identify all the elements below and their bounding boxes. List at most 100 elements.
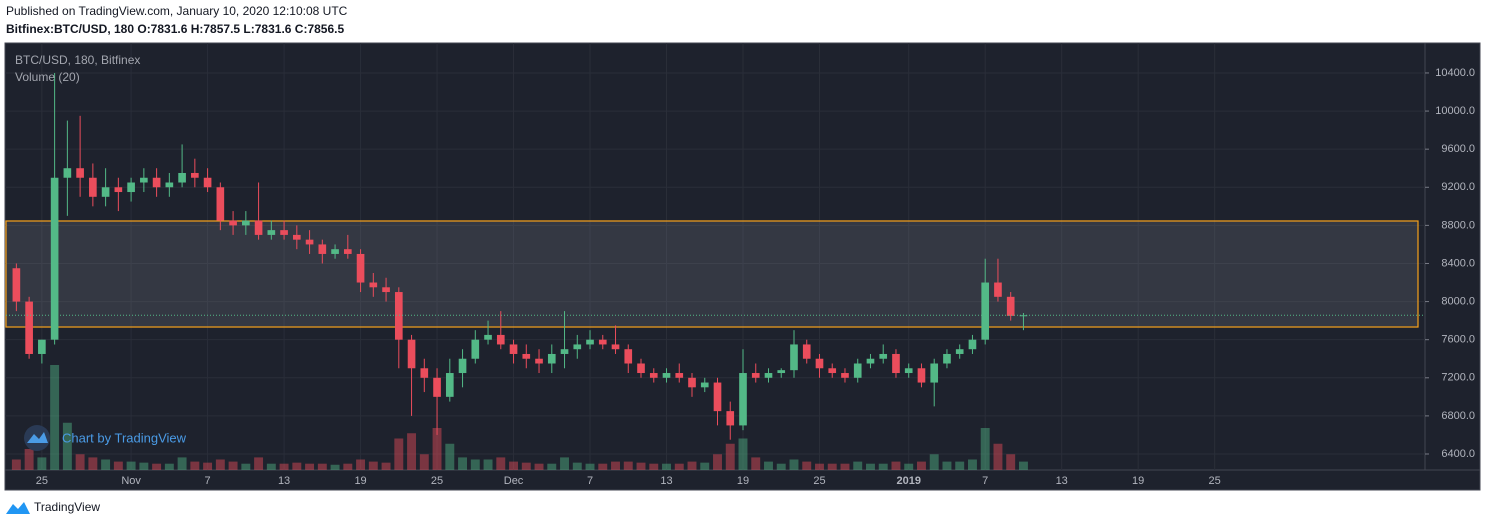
candle-body <box>841 373 849 378</box>
candle-body <box>496 334 505 345</box>
y-tick-label: 7200.0 <box>1441 372 1475 384</box>
volume-bar <box>317 463 327 470</box>
candle-body <box>356 253 365 283</box>
x-tick-label: 19 <box>1132 475 1144 487</box>
y-tick-label: 10000.0 <box>1435 105 1475 117</box>
volume-bar <box>738 438 748 470</box>
candle-body <box>535 358 543 364</box>
candle-body <box>293 234 301 240</box>
symbol-legend: Bitfinex:BTC/USD, 180 O:7831.6 H:7857.5 … <box>6 22 344 36</box>
volume-bar <box>776 463 786 470</box>
volume-bar <box>139 462 149 470</box>
candle-body <box>815 358 824 369</box>
candle-body <box>394 292 403 340</box>
volume-bar <box>343 463 353 470</box>
volume-bar <box>878 463 888 470</box>
volume-bar <box>929 454 939 470</box>
volume-bar <box>955 461 965 470</box>
candle-body <box>866 358 875 364</box>
volume-bar <box>802 461 812 470</box>
candle-body <box>713 382 722 412</box>
volume-bar <box>215 459 225 470</box>
candle-body <box>790 344 798 371</box>
footer-brand[interactable]: TradingView <box>34 500 100 514</box>
candle-body <box>242 220 250 226</box>
volume-bar <box>37 457 47 470</box>
volume-bar <box>445 443 455 470</box>
watermark-text[interactable]: Chart by TradingView <box>62 430 187 445</box>
candle-body <box>127 182 135 193</box>
candle-body <box>484 334 492 340</box>
x-tick-label: Dec <box>504 475 524 487</box>
candle-body <box>892 353 900 374</box>
candle-body <box>879 353 888 359</box>
candle-body <box>560 349 569 354</box>
x-tick-label: 7 <box>982 475 988 487</box>
volume-bar <box>598 463 608 470</box>
candle-body <box>649 373 658 378</box>
candle-body <box>343 249 352 254</box>
candle-body <box>38 339 46 354</box>
candle-body <box>802 344 811 359</box>
candle-body <box>1006 296 1015 316</box>
candle-body <box>331 249 339 254</box>
volume-bar <box>662 463 671 470</box>
candle-body <box>904 368 913 374</box>
volume-bar <box>356 459 366 470</box>
x-tick-label: 7 <box>587 475 593 487</box>
volume-bar <box>241 463 251 470</box>
candle-body <box>216 187 225 221</box>
volume-bar <box>980 428 990 470</box>
volume-bar <box>840 463 850 470</box>
volume-bar <box>305 463 315 470</box>
volume-bar <box>113 461 123 470</box>
volume-bar <box>534 463 544 470</box>
candle-body <box>433 377 441 397</box>
candle-body <box>165 182 174 188</box>
candle-body <box>522 353 531 359</box>
x-tick-label: 25 <box>36 475 48 487</box>
candle-body <box>76 168 84 178</box>
y-tick-label: 7600.0 <box>1441 334 1475 346</box>
volume-bar <box>432 428 442 470</box>
grid <box>5 43 1425 470</box>
candle-body <box>280 230 288 235</box>
candle-body <box>191 172 199 178</box>
volume-bar <box>725 443 735 470</box>
candle-body <box>777 370 786 374</box>
candle-body <box>25 301 33 354</box>
x-tick-label: 25 <box>1209 475 1221 487</box>
y-tick-label: 9200.0 <box>1441 181 1475 193</box>
volume-bar <box>1006 454 1016 470</box>
volume-bar <box>827 463 837 470</box>
candle-body <box>89 177 97 197</box>
y-tick-label: 8000.0 <box>1441 295 1475 307</box>
volume-bar <box>572 462 582 470</box>
volume-bar <box>470 459 480 470</box>
y-tick-label: 6400.0 <box>1441 448 1475 460</box>
candle-body <box>598 339 607 345</box>
candle-body <box>968 339 977 350</box>
volume-bar <box>547 463 557 470</box>
x-tick-label: 7 <box>205 475 211 487</box>
volume-bar <box>368 461 378 470</box>
candle-body <box>586 339 594 345</box>
candle-body <box>700 382 709 388</box>
candle-body <box>267 230 276 235</box>
volume-bar <box>904 463 914 470</box>
candle-body <box>305 239 314 245</box>
y-tick-label: 10400.0 <box>1435 67 1475 79</box>
volume-bar <box>700 462 710 470</box>
x-tick-label: 2019 <box>896 475 920 487</box>
volume-bar <box>483 459 493 470</box>
candle-body <box>382 287 390 293</box>
candle-body <box>637 363 645 374</box>
volume-bar <box>891 461 901 470</box>
y-tick-label: 6800.0 <box>1441 410 1475 422</box>
volume-bar <box>496 457 506 470</box>
candle-body <box>471 339 480 359</box>
volume-bar <box>674 463 684 470</box>
volume-bar <box>292 462 302 470</box>
volume-bar <box>190 461 200 470</box>
